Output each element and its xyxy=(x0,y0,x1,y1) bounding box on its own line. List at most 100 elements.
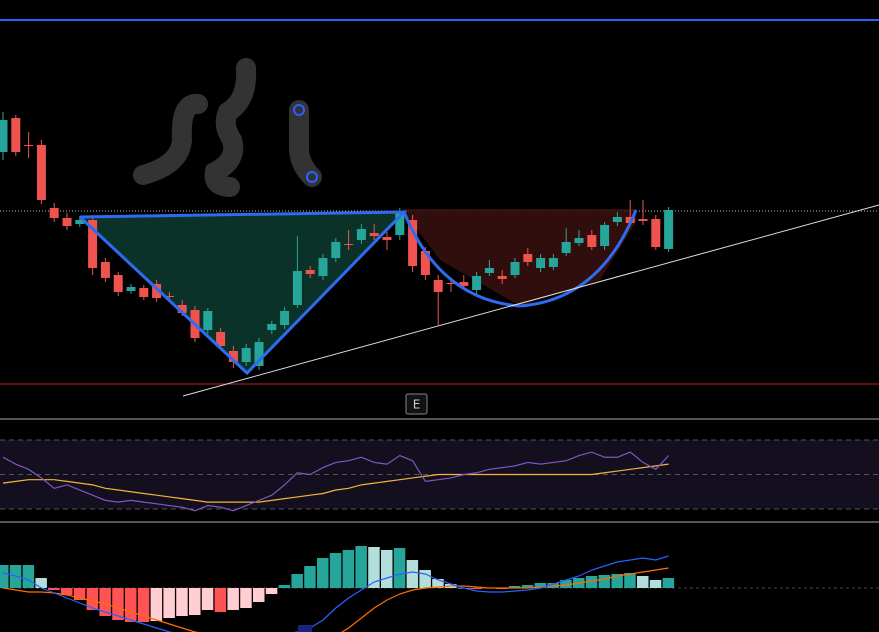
macd-histogram-bar xyxy=(662,578,675,588)
macd-histogram-bar xyxy=(611,574,623,588)
cup-pattern xyxy=(402,209,638,308)
macd-histogram-bar xyxy=(317,558,329,588)
macd-histogram-bar xyxy=(61,588,73,595)
candle-body xyxy=(369,233,379,236)
macd-histogram-bar xyxy=(624,573,636,588)
candle-body xyxy=(0,120,8,152)
candle-body xyxy=(49,208,59,218)
macd-histogram-bar xyxy=(393,548,406,588)
rsi-pane xyxy=(0,439,879,512)
candle-body xyxy=(305,270,315,274)
candle-body xyxy=(638,219,648,221)
candle-body xyxy=(420,251,430,275)
triangle-fill xyxy=(80,212,404,373)
rsi-ma-line xyxy=(2,463,669,503)
candle-body xyxy=(433,280,443,292)
candle-body xyxy=(561,242,571,253)
candle-body xyxy=(11,118,21,152)
candle-body xyxy=(395,213,405,235)
macd-histogram-bar xyxy=(99,588,111,616)
candle-body xyxy=(356,229,366,240)
brush-stroke xyxy=(204,58,257,197)
macd-histogram-bar xyxy=(214,588,227,612)
macd-histogram-bar xyxy=(329,553,342,588)
candle-body xyxy=(241,348,251,362)
macd-histogram-bar xyxy=(278,585,291,588)
candle-body xyxy=(612,217,622,222)
candle-body xyxy=(88,220,98,268)
candle-body xyxy=(126,287,136,291)
macd-histogram-bar xyxy=(73,588,86,600)
candle-body xyxy=(24,145,34,146)
candle-body xyxy=(62,218,72,226)
candle-body xyxy=(75,220,85,224)
candle-body xyxy=(587,235,597,247)
macd-histogram-bar xyxy=(201,588,214,610)
macd-histogram-bar xyxy=(534,583,547,588)
brush-stroke xyxy=(289,100,322,187)
macd-histogram-bar xyxy=(86,588,99,610)
cup-fill xyxy=(404,209,636,306)
event-marker-label: E xyxy=(413,398,421,412)
candle-body xyxy=(292,271,302,305)
handle[interactable] xyxy=(293,104,305,116)
candle-body xyxy=(446,283,456,284)
candle-body xyxy=(216,332,226,346)
macd-histogram-bar xyxy=(521,585,534,588)
macd-histogram-bar xyxy=(163,588,175,618)
macd-histogram-bar xyxy=(48,588,60,590)
macd-histogram-bar xyxy=(637,576,649,588)
macd-histogram-bar xyxy=(189,588,201,615)
macd-histogram-bar xyxy=(355,546,367,588)
candle-body xyxy=(139,288,149,297)
macd-histogram-bar xyxy=(649,580,662,588)
macd-histogram-bar xyxy=(176,588,188,616)
brush-stroke xyxy=(133,94,208,185)
macd-histogram-bar xyxy=(432,579,444,588)
macd-histogram-bar xyxy=(0,565,9,588)
candle-body xyxy=(36,145,46,200)
macd-histogram-bar xyxy=(381,550,393,588)
candle-body xyxy=(280,311,290,325)
candle-body xyxy=(228,351,238,362)
candle-body xyxy=(472,276,482,290)
scroll-marker xyxy=(298,625,312,632)
macd-histogram-bar xyxy=(240,588,252,608)
candle-body xyxy=(382,237,392,240)
macd-line xyxy=(2,555,669,632)
macd-histogram-bar xyxy=(125,588,137,622)
candle-body xyxy=(459,282,469,286)
candle-body xyxy=(497,276,507,279)
candle-body xyxy=(344,244,354,245)
candle-body xyxy=(484,268,494,273)
macd-histogram-bar xyxy=(112,588,124,620)
macd-histogram-bar xyxy=(137,588,150,622)
macd-histogram-bar xyxy=(509,586,521,588)
candle-body xyxy=(548,258,558,267)
macd-histogram-bar xyxy=(406,560,419,588)
candle-body xyxy=(574,238,584,243)
macd-signal-line xyxy=(2,567,669,632)
candle-body xyxy=(536,258,546,268)
candle-body xyxy=(100,262,110,278)
macd-histogram-bar xyxy=(342,550,355,588)
handle[interactable] xyxy=(306,171,318,183)
candle-body xyxy=(600,225,610,246)
macd-histogram-bar xyxy=(560,580,572,588)
candle-body xyxy=(177,305,187,313)
triangle-pattern xyxy=(78,210,408,376)
macd-histogram-bar xyxy=(304,566,316,588)
macd-histogram-bar xyxy=(585,576,598,588)
macd-histogram-bar xyxy=(35,578,47,588)
macd-pane xyxy=(0,546,879,632)
trend-line xyxy=(182,204,879,397)
event-marker[interactable] xyxy=(405,393,428,415)
candle-body xyxy=(408,220,418,266)
macd-histogram-bar xyxy=(368,547,380,588)
macd-histogram-bar xyxy=(22,565,35,588)
candle-body xyxy=(164,296,174,297)
candle-body xyxy=(203,311,213,330)
macd-histogram-bar xyxy=(291,574,303,588)
